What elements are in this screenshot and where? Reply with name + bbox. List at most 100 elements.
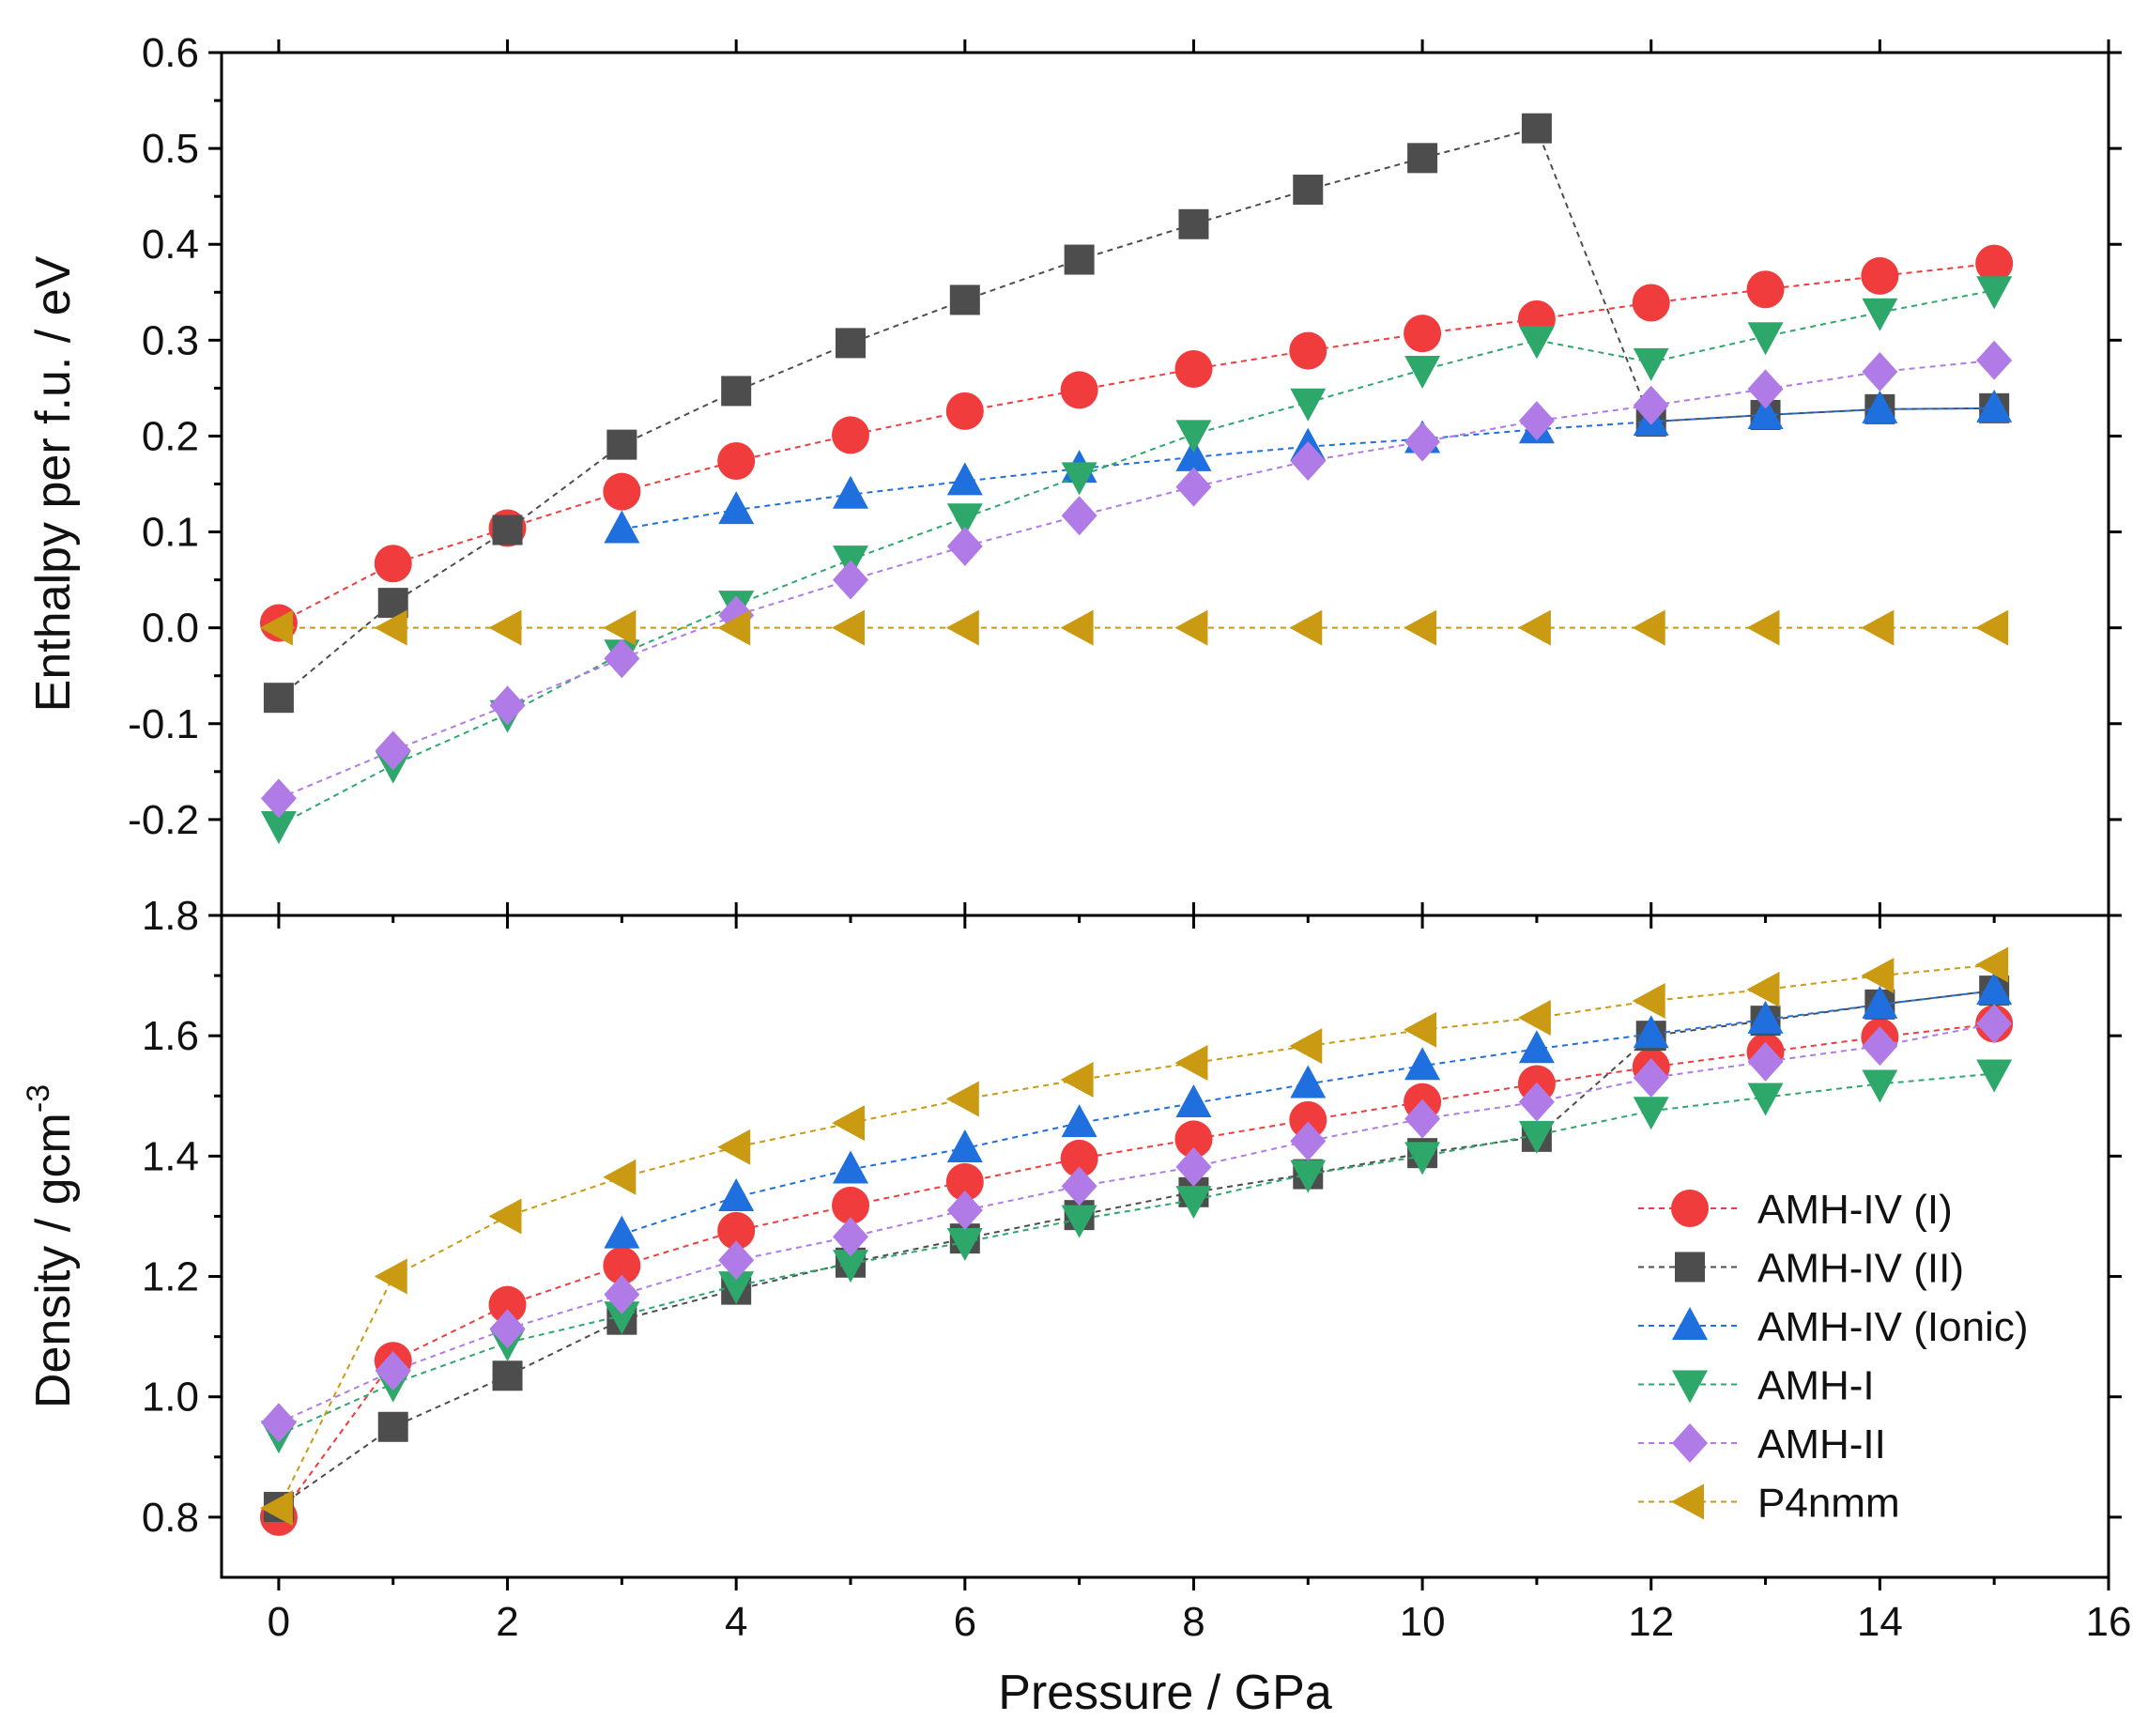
density-y-axis-title-text: Density / gcm: [26, 1113, 81, 1408]
x-tick-label: 14: [1857, 1599, 1903, 1645]
enthalpy-point-amh-i: [1747, 322, 1784, 356]
enthalpy-y-axis-title: Enthalpy per f.u. / eV: [26, 255, 81, 712]
enthalpy-point-amh-ii: [1404, 422, 1441, 462]
enthalpy-point-p4nmm: [832, 609, 865, 646]
density-y-axis-title: Density / gcm-3: [21, 1084, 81, 1408]
x-tick-label: 0: [268, 1599, 290, 1645]
enthalpy-plot-frame: [220, 51, 2110, 917]
density-point-amh-iv-ionic: [833, 1150, 868, 1184]
density-point-amh-ii: [489, 1309, 526, 1349]
density-point-amh-i: [1061, 1205, 1097, 1238]
enthalpy-point-p4nmm: [603, 609, 637, 646]
legend: AMH-IV (I) AMH-IV (II) AMH-IV (Ionic) AMH-I…: [1638, 1187, 2028, 1527]
enthalpy-point-amh-ii: [1976, 340, 2013, 380]
enthalpy-point-amh-iv-i: [1746, 270, 1785, 309]
density-point-amh-i: [1404, 1142, 1441, 1175]
enthalpy-point-p4nmm: [1975, 609, 2009, 646]
enthalpy-point-p4nmm: [259, 609, 293, 646]
density-point-amh-iv-i: [717, 1211, 756, 1250]
density-line-amh-ii: [278, 1022, 1995, 1424]
enthalpy-point-amh-i: [1976, 276, 2013, 310]
enthalpy-y-tick-label: 0.4: [142, 222, 199, 268]
enthalpy-point-amh-ii: [946, 526, 983, 566]
density-point-amh-iv-i: [1174, 1120, 1213, 1159]
legend-label: AMH-IV (II): [1757, 1246, 1964, 1292]
density-point-amh-ii: [1061, 1166, 1097, 1206]
density-point-amh-ii: [833, 1217, 868, 1257]
enthalpy-point-amh-ii: [833, 560, 868, 600]
density-series-p4nmm: [259, 946, 2009, 1527]
enthalpy-y-tick-label: -0.1: [128, 701, 199, 747]
legend-label: AMH-I: [1757, 1363, 1875, 1409]
enthalpy-y-tick-label: 0.3: [142, 317, 199, 363]
enthalpy-series-amh-ii: [260, 340, 2013, 819]
enthalpy-point-amh-iv-ii: [1521, 113, 1552, 144]
density-point-amh-iv-ionic: [718, 1177, 755, 1211]
enthalpy-point-amh-iv-i: [374, 545, 412, 583]
enthalpy-point-amh-i: [1862, 298, 1898, 331]
density-series-amh-iv-ionic: [604, 972, 2013, 1249]
density-point-amh-i: [1175, 1186, 1212, 1220]
enthalpy-point-amh-ii: [260, 778, 297, 819]
density-point-amh-iv-ii: [377, 1411, 408, 1442]
enthalpy-point-amh-i: [1404, 355, 1441, 389]
density-point-p4nmm: [1975, 946, 2009, 983]
enthalpy-line-amh-i: [278, 289, 1995, 826]
enthalpy-point-amh-iv-ionic: [604, 510, 640, 544]
x-tick-label: 2: [496, 1599, 518, 1645]
enthalpy-point-amh-ii: [604, 638, 640, 679]
legend-entry: AMH-IV (I): [1638, 1187, 1953, 1233]
density-point-amh-i: [1976, 1059, 2013, 1093]
density-point-amh-i: [946, 1228, 983, 1262]
density-line-p4nmm: [278, 963, 1995, 1509]
density-point-amh-ii: [260, 1403, 297, 1443]
density-point-amh-iv-ionic: [1976, 972, 2013, 1006]
density-point-p4nmm: [1746, 971, 1780, 1007]
enthalpy-point-amh-iv-i: [717, 441, 756, 480]
enthalpy-point-amh-iv-ionic: [1747, 395, 1784, 429]
enthalpy-point-amh-i: [260, 811, 297, 845]
density-point-p4nmm: [374, 1258, 407, 1295]
enthalpy-point-amh-iv-ionic: [946, 462, 983, 496]
legend-marker: [1672, 1307, 1708, 1340]
enthalpy-point-amh-i: [1633, 347, 1669, 381]
enthalpy-point-amh-iv-i: [1404, 315, 1442, 353]
enthalpy-point-amh-i: [1175, 420, 1212, 453]
density-y-tick-label: 1.8: [142, 893, 199, 939]
axis-ticks: -0.2 -0.1 0.0 0.1 0.2 0.3 0.4 0.5 0.6 0.8 1.0 1.2 1.…: [128, 30, 2131, 1645]
legend-entry: AMH-IV (II): [1638, 1246, 1964, 1292]
enthalpy-point-amh-ii: [1862, 352, 1898, 392]
enthalpy-point-amh-ii: [1747, 369, 1784, 409]
enthalpy-point-amh-ii: [1518, 401, 1555, 441]
density-line-amh-iv-i: [278, 1022, 1995, 1518]
density-point-p4nmm: [1404, 1011, 1437, 1048]
enthalpy-series-amh-iv-i: [259, 244, 2014, 642]
enthalpy-series-p4nmm: [259, 609, 2009, 646]
density-point-amh-ii: [604, 1274, 640, 1314]
enthalpy-point-p4nmm: [1746, 609, 1780, 646]
density-point-p4nmm: [1060, 1061, 1094, 1098]
enthalpy-point-amh-ii: [1290, 440, 1327, 481]
enthalpy-line-amh-iv-i: [278, 262, 1995, 624]
density-point-amh-iv-ionic: [1747, 1000, 1784, 1034]
density-point-amh-iv-ionic: [1404, 1047, 1441, 1081]
enthalpy-point-amh-i: [946, 503, 983, 537]
density-y-tick-label: 1.0: [142, 1375, 199, 1421]
density-point-amh-i: [833, 1250, 868, 1283]
density-point-amh-ii: [1404, 1098, 1441, 1139]
enthalpy-point-p4nmm: [1174, 609, 1208, 646]
density-point-amh-i: [718, 1271, 755, 1305]
enthalpy-point-amh-iv-i: [1975, 244, 2014, 283]
enthalpy-point-p4nmm: [1861, 609, 1895, 646]
density-point-p4nmm: [1174, 1045, 1208, 1082]
enthalpy-y-tick-label: 0.2: [142, 413, 199, 459]
density-point-amh-iv-i: [945, 1162, 984, 1201]
density-point-p4nmm: [832, 1105, 865, 1142]
density-point-amh-i: [1862, 1069, 1898, 1103]
density-series-amh-i: [260, 1059, 2013, 1454]
enthalpy-series-amh-iv-ii: [263, 113, 2010, 714]
enthalpy-point-amh-i: [1518, 326, 1555, 360]
density-point-amh-iv-ionic: [1290, 1065, 1327, 1098]
enthalpy-point-amh-iv-ii: [1064, 244, 1095, 275]
density-point-p4nmm: [1861, 958, 1895, 994]
